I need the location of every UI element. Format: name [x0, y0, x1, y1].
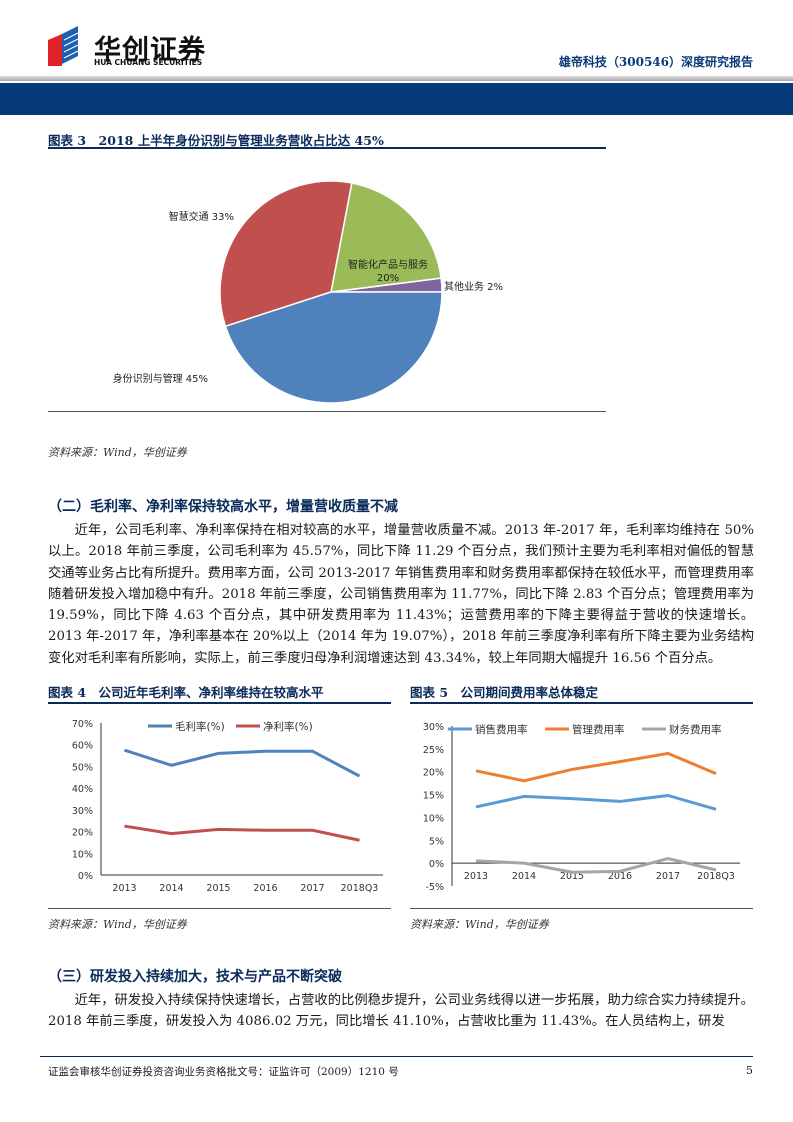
- x-tick-label: 2013: [464, 871, 488, 882]
- pie-label: 智慧交通 33%: [169, 210, 234, 223]
- footer-divider: [40, 1056, 753, 1057]
- figure4-underline: [48, 702, 391, 704]
- section3-paragraph: 近年，研发投入持续保持快速增长，占营收的比例稳步提升，公司业务线得以进一步拓展，…: [48, 990, 754, 1033]
- figure5-source: 资料来源：Wind，华创证券: [410, 918, 549, 931]
- y-tick-label: 30%: [72, 806, 93, 817]
- figure4-divider: [48, 908, 391, 909]
- pie-slice: [224, 291, 443, 404]
- series-line: [124, 748, 361, 778]
- legend-label: 管理费用率: [572, 723, 625, 736]
- section2-paragraph: 近年，公司毛利率、净利率保持在相对较高的水平，增量营收质量不减。2013 年-2…: [48, 520, 754, 669]
- x-tick-label: 2016: [253, 883, 277, 894]
- y-tick-label: 10%: [72, 849, 93, 860]
- section3-heading: （三）研发投入持续加大，技术与产品不断突破: [48, 969, 342, 985]
- report-title: 雄帝科技（300546）深度研究报告: [558, 55, 753, 69]
- x-tick-label: 2014: [159, 883, 183, 894]
- x-tick-label: 2015: [206, 883, 230, 894]
- y-tick-label: 0%: [78, 871, 93, 882]
- legend-label: 毛利率(%): [175, 720, 225, 733]
- series-line: [124, 824, 360, 842]
- section2-heading: （二）毛利率、净利率保持较高水平，增量营收质量不减: [48, 499, 398, 515]
- x-tick-label: 2016: [608, 871, 632, 882]
- pie-label: 身份识别与管理 45%: [113, 372, 208, 385]
- x-tick-label: 2017: [300, 883, 324, 894]
- x-tick-label: 2015: [560, 871, 584, 882]
- section2-text: 近年，公司毛利率、净利率保持在相对较高的水平，增量营收质量不减。2013 年-2…: [48, 523, 754, 666]
- pie-slice: [330, 182, 442, 293]
- figure3-source: 资料来源：Wind，华创证券: [48, 446, 187, 459]
- y-tick-label: 20%: [423, 768, 444, 779]
- y-tick-label: 0%: [429, 859, 444, 870]
- y-tick-label: 10%: [423, 813, 444, 824]
- x-tick-label: 2014: [512, 871, 536, 882]
- legend-label: 财务费用率: [669, 723, 722, 736]
- series-line: [475, 751, 717, 783]
- pie-slice: [219, 180, 353, 328]
- logo-subtitle: HUA CHUANG SECURITIES: [94, 58, 203, 67]
- y-tick-label: 40%: [72, 784, 93, 795]
- series-line: [475, 857, 717, 874]
- figure5-title: 图表 5 公司期间费用率总体稳定: [410, 685, 599, 700]
- logo-icon: [48, 26, 79, 66]
- pie-label: 其他业务 2%: [444, 280, 503, 293]
- section3-text: 近年，研发投入持续保持快速增长，占营收的比例稳步提升，公司业务线得以进一步拓展，…: [48, 993, 754, 1030]
- figure3-underline: [48, 147, 606, 149]
- figure5-underline: [410, 702, 753, 704]
- figure3-title: 图表 3 2018 上半年身份识别与管理业务营收占比达 45%: [48, 133, 384, 148]
- y-tick-label: 60%: [72, 741, 93, 752]
- legend-label: 销售费用率: [475, 723, 528, 736]
- x-tick-label: 2017: [656, 871, 680, 882]
- legend-label: 净利率(%): [263, 720, 313, 733]
- figure4-source: 资料来源：Wind，华创证券: [48, 918, 187, 931]
- page-number: 5: [746, 1064, 753, 1077]
- logo-text: 华创证券: [94, 35, 206, 66]
- y-tick-label: 15%: [423, 791, 444, 802]
- x-tick-label: 2018Q3: [341, 883, 379, 894]
- y-tick-label: 25%: [423, 745, 444, 756]
- y-tick-label: 50%: [72, 762, 93, 773]
- pie-chart: 其他业务 2% 智能化产品与服务 20% 智慧交通 33% 身份识别与管理 45%: [113, 180, 503, 404]
- y-tick-label: 30%: [423, 722, 444, 733]
- y-tick-label: 5%: [429, 836, 444, 847]
- margin-line-chart: 0% 10% 20% 30% 40% 50% 60% 70% 2013 2014 2015 2016 2…: [72, 719, 383, 894]
- header-divider: [0, 76, 793, 81]
- pie-label: 智能化产品与服务 20%: [348, 258, 428, 284]
- figure4-title: 图表 4 公司近年毛利率、净利率维持在较高水平: [48, 685, 324, 700]
- y-tick-label: 70%: [72, 719, 93, 730]
- figure3-divider: [48, 411, 606, 412]
- expense-line-chart: -5% 0% 5% 10% 15% 20% 25% 30% 2013 2014 2015 2016 20…: [423, 722, 740, 893]
- header-band: [0, 83, 793, 115]
- figure5-divider: [410, 908, 753, 909]
- footer-text: 证监会审核华创证券投资咨询业务资格批文号：证监许可（2009）1210 号: [48, 1066, 399, 1078]
- x-tick-label: 2013: [112, 883, 136, 894]
- y-tick-label: 20%: [72, 828, 93, 839]
- y-tick-label: -5%: [426, 882, 445, 893]
- x-tick-label: 2018Q3: [697, 871, 735, 882]
- series-line: [475, 793, 717, 811]
